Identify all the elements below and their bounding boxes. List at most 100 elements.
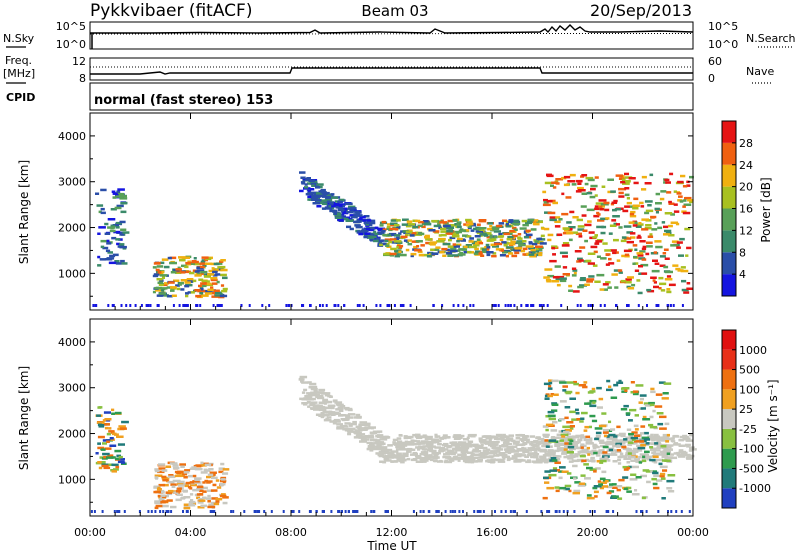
echo-cell	[383, 455, 388, 459]
echo-cell	[598, 483, 603, 486]
echo-cell	[550, 429, 558, 432]
echo-cell	[513, 304, 516, 307]
echo-cell	[161, 469, 168, 472]
echo-cell	[569, 439, 574, 443]
echo-cell	[458, 510, 461, 513]
echo-cell	[559, 277, 567, 280]
echo-cell	[546, 174, 554, 178]
echo-cell	[486, 239, 494, 242]
echo-cell	[486, 235, 490, 239]
echo-cell	[621, 178, 626, 181]
echo-cell	[114, 260, 120, 263]
echo-cell	[434, 433, 438, 437]
echo-cell	[502, 219, 507, 222]
echo-cell	[412, 439, 417, 443]
echo-cell	[551, 280, 560, 283]
echo-cell	[369, 238, 377, 241]
echo-cell	[509, 304, 512, 307]
echo-cell	[661, 497, 666, 500]
echo-cell	[323, 510, 325, 513]
echo-cell	[189, 493, 194, 496]
echo-cell	[403, 444, 408, 447]
echo-cell	[593, 451, 598, 455]
echo-cell	[103, 455, 109, 459]
echo-cell	[637, 254, 644, 257]
echo-cell	[617, 444, 625, 447]
echo-cell	[647, 436, 653, 439]
echo-cell	[632, 244, 638, 247]
echo-cell	[533, 453, 540, 456]
echo-cell	[364, 232, 371, 235]
echo-cell	[603, 434, 608, 438]
echo-cell	[574, 481, 581, 484]
echo-cell	[513, 442, 520, 445]
echo-cell	[444, 459, 449, 462]
echo-cell	[202, 481, 206, 484]
echo-cell	[587, 178, 595, 182]
echo-cell	[531, 448, 539, 451]
echo-cell	[647, 204, 652, 207]
echo-cell	[476, 231, 483, 235]
echo-cell	[457, 459, 461, 462]
echo-cell	[110, 438, 115, 441]
echo-cell	[206, 481, 211, 484]
echo-cell	[527, 218, 535, 222]
echo-cell	[449, 510, 452, 513]
echo-cell	[334, 401, 343, 404]
echo-cell	[547, 454, 552, 457]
echo-cell	[685, 254, 689, 257]
echo-cell	[243, 510, 246, 513]
echo-cell	[482, 450, 490, 453]
echo-cell	[470, 460, 478, 463]
echo-cell	[647, 235, 654, 238]
echo-cell	[564, 442, 569, 445]
echo-cell	[547, 238, 552, 242]
echo-cell	[112, 196, 117, 199]
echo-cell	[330, 510, 333, 513]
echo-cell	[180, 281, 184, 285]
echo-cell	[363, 215, 370, 218]
echo-cell	[566, 231, 574, 235]
echo-cell	[469, 455, 473, 458]
echo-cell	[414, 231, 419, 235]
echo-cell	[520, 249, 526, 253]
echo-cell	[562, 273, 570, 276]
echo-cell	[652, 279, 656, 282]
echo-cell	[630, 236, 636, 239]
echo-cell	[333, 212, 337, 215]
echo-cell	[601, 412, 607, 415]
echo-cell	[494, 443, 499, 446]
echo-cell	[652, 409, 656, 413]
echo-cell	[209, 510, 212, 513]
echo-cell	[591, 387, 596, 391]
echo-cell	[558, 510, 561, 513]
echo-cell	[635, 476, 642, 479]
echo-cell	[596, 273, 605, 277]
echo-cell	[428, 229, 436, 232]
echo-cell	[495, 453, 502, 457]
echo-cell	[678, 195, 683, 198]
y-tick-label: 4000	[58, 336, 86, 349]
echo-cell	[368, 228, 375, 232]
echo-cell	[537, 442, 541, 445]
echo-cell	[655, 202, 662, 205]
echo-cell	[312, 387, 316, 391]
echo-cell	[500, 510, 503, 513]
echo-cell	[358, 304, 361, 307]
echo-cell	[576, 218, 583, 222]
echo-cell	[102, 442, 107, 445]
echo-cell	[595, 240, 603, 243]
echo-cell	[607, 510, 610, 513]
echo-cell	[405, 233, 409, 237]
echo-cell	[195, 294, 202, 298]
echo-cell	[491, 226, 500, 229]
echo-cell	[415, 233, 422, 236]
echo-cell	[611, 486, 618, 489]
echo-cell	[219, 293, 224, 296]
echo-cell	[513, 460, 518, 463]
echo-cell	[194, 467, 203, 471]
echo-cell	[180, 279, 188, 282]
echo-cell	[328, 411, 336, 415]
